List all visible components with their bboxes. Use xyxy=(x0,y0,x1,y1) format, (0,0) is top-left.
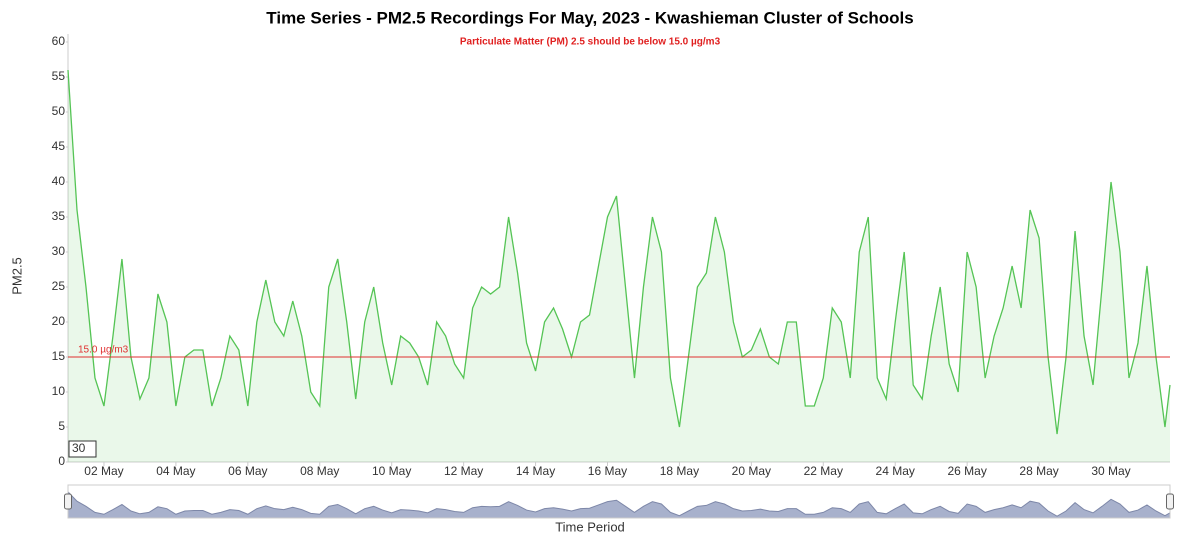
x-tick-label: 26 May xyxy=(947,464,986,478)
x-tick-label: 06 May xyxy=(228,464,267,478)
badge-box xyxy=(68,440,97,458)
x-tick-label: 12 May xyxy=(444,464,483,478)
x-tick-label: 16 May xyxy=(588,464,627,478)
y-axis-title: PM2.5 xyxy=(9,257,24,295)
x-tick-label: 04 May xyxy=(156,464,195,478)
y-tick-label: 35 xyxy=(52,209,66,223)
x-tick-label: 02 May xyxy=(84,464,123,478)
y-tick-label: 30 xyxy=(52,244,66,258)
y-tick-label: 25 xyxy=(52,279,66,293)
x-tick-label: 18 May xyxy=(660,464,699,478)
y-tick-label: 5 xyxy=(58,419,65,433)
navigator-area xyxy=(67,490,1171,519)
x-axis-title: Time Period xyxy=(555,519,625,534)
x-tick-label: 30 May xyxy=(1091,464,1130,478)
badge: 30 xyxy=(72,441,86,455)
y-tick-label: 60 xyxy=(52,34,66,48)
area xyxy=(68,70,1170,462)
x-tick-label: 24 May xyxy=(876,464,915,478)
y-tick-label: 55 xyxy=(52,69,66,83)
y-tick-label: 45 xyxy=(52,139,66,153)
x-tick-label: 20 May xyxy=(732,464,771,478)
x-tick-label: 14 May xyxy=(516,464,555,478)
threshold-label: 15.0 µg/m3 xyxy=(78,345,129,356)
x-tick-label: 08 May xyxy=(300,464,339,478)
y-tick-label: 15 xyxy=(52,349,66,363)
navigator-handle xyxy=(1166,493,1174,510)
y-tick-label: 0 xyxy=(58,454,65,468)
chart-title: Time Series - PM2.5 Recordings For May, … xyxy=(266,8,913,27)
y-tick-label: 10 xyxy=(52,384,66,398)
y-tick-label: 20 xyxy=(52,314,66,328)
y-tick-label: 40 xyxy=(52,174,66,188)
y-tick-label: 50 xyxy=(52,104,66,118)
x-tick-label: 22 May xyxy=(804,464,843,478)
x-tick-label: 28 May xyxy=(1019,464,1058,478)
chart-subtitle: Particulate Matter (PM) 2.5 should be be… xyxy=(460,37,721,48)
x-tick-label: 10 May xyxy=(372,464,411,478)
navigator-handle xyxy=(64,493,72,510)
